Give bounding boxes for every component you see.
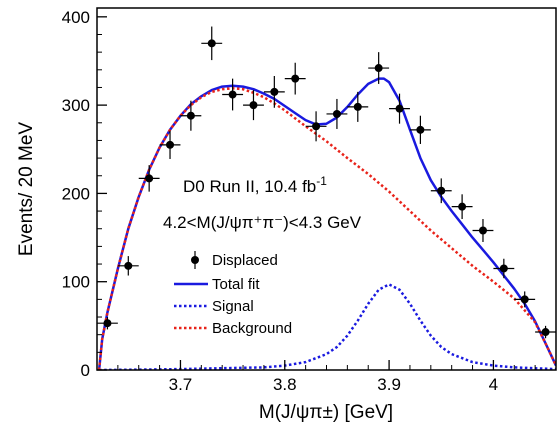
point-marker: [478, 226, 487, 235]
y-tick-label: 400: [62, 8, 90, 27]
data-point: [347, 91, 369, 122]
data-point: [117, 256, 139, 276]
point-marker: [541, 328, 550, 337]
x-tick-label: 4: [489, 375, 498, 394]
legend-displaced-marker: [191, 256, 199, 264]
data-points: [97, 26, 556, 339]
point-marker: [520, 295, 529, 304]
point-marker: [312, 122, 321, 131]
y-tick-label: 200: [62, 184, 90, 203]
data-point: [430, 178, 452, 204]
plot-frame: [96, 7, 557, 371]
point-marker: [374, 64, 383, 73]
experiment-label-text: D0 Run II, 10.4 fb: [183, 177, 316, 196]
y-axis-title: Events/ 20 MeV: [16, 122, 37, 256]
y-tick-label: 100: [62, 273, 90, 292]
data-point: [305, 111, 327, 142]
data-point: [243, 90, 264, 121]
data-point: [389, 93, 410, 124]
data-point: [201, 26, 223, 61]
x-tick-label: 3.9: [377, 375, 401, 394]
legend: Displaced Total fit Signal Background: [174, 251, 292, 337]
data-point: [535, 325, 556, 339]
series-signal-line: [99, 283, 556, 370]
legend-displaced-label: Displaced: [212, 252, 278, 269]
data-point: [472, 219, 494, 242]
point-marker: [332, 109, 341, 118]
point-marker: [228, 90, 237, 99]
point-marker: [395, 104, 404, 113]
data-point: [409, 115, 431, 144]
legend-total-fit-label: Total fit: [212, 276, 260, 293]
point-marker: [291, 74, 300, 83]
data-point: [326, 98, 348, 129]
data-point: [284, 62, 306, 95]
data-point: [263, 75, 285, 108]
x-axis-title: M(J/ψπ±) [GeV]: [259, 402, 393, 423]
point-marker: [207, 39, 216, 48]
point-marker: [249, 101, 258, 110]
point-marker: [437, 186, 446, 195]
legend-entry-background: Background: [174, 320, 292, 337]
point-marker: [166, 140, 175, 149]
data-point: [368, 52, 390, 84]
x-tick-label: 3.8: [273, 375, 297, 394]
point-marker: [186, 111, 195, 120]
experiment-label-superscript: -1: [316, 174, 327, 188]
point-marker: [145, 174, 154, 183]
x-tick-label: 3.7: [169, 375, 193, 394]
legend-entry-displaced: Displaced: [191, 251, 278, 269]
legend-entry-total-fit: Total fit: [174, 276, 260, 293]
legend-entry-signal: Signal: [174, 298, 254, 315]
point-marker: [499, 264, 508, 273]
data-point: [222, 78, 244, 111]
legend-signal-label: Signal: [212, 298, 254, 315]
point-marker: [270, 87, 279, 96]
mass-window-label: 4.2<M(J/ψπ⁺π⁻)<4.3 GeV: [163, 213, 362, 232]
data-point: [97, 317, 118, 330]
fit-curves: [97, 77, 556, 370]
point-marker: [124, 261, 133, 270]
legend-background-label: Background: [212, 320, 292, 337]
experiment-label: D0 Run II, 10.4 fb-1: [183, 174, 327, 196]
data-point: [451, 194, 473, 220]
y-tick-label: 0: [81, 361, 90, 380]
point-marker: [458, 202, 467, 211]
point-marker: [353, 102, 362, 111]
data-point: [514, 291, 536, 308]
data-point: [180, 100, 202, 131]
data-point: [138, 165, 160, 192]
axis-ticks: 3.7 3.8 3.9 4 0 100 200 300 400: [62, 8, 557, 394]
point-marker: [103, 319, 112, 328]
data-point: [493, 258, 515, 279]
y-tick-label: 300: [62, 96, 90, 115]
data-point: [159, 130, 181, 159]
point-marker: [416, 125, 425, 134]
